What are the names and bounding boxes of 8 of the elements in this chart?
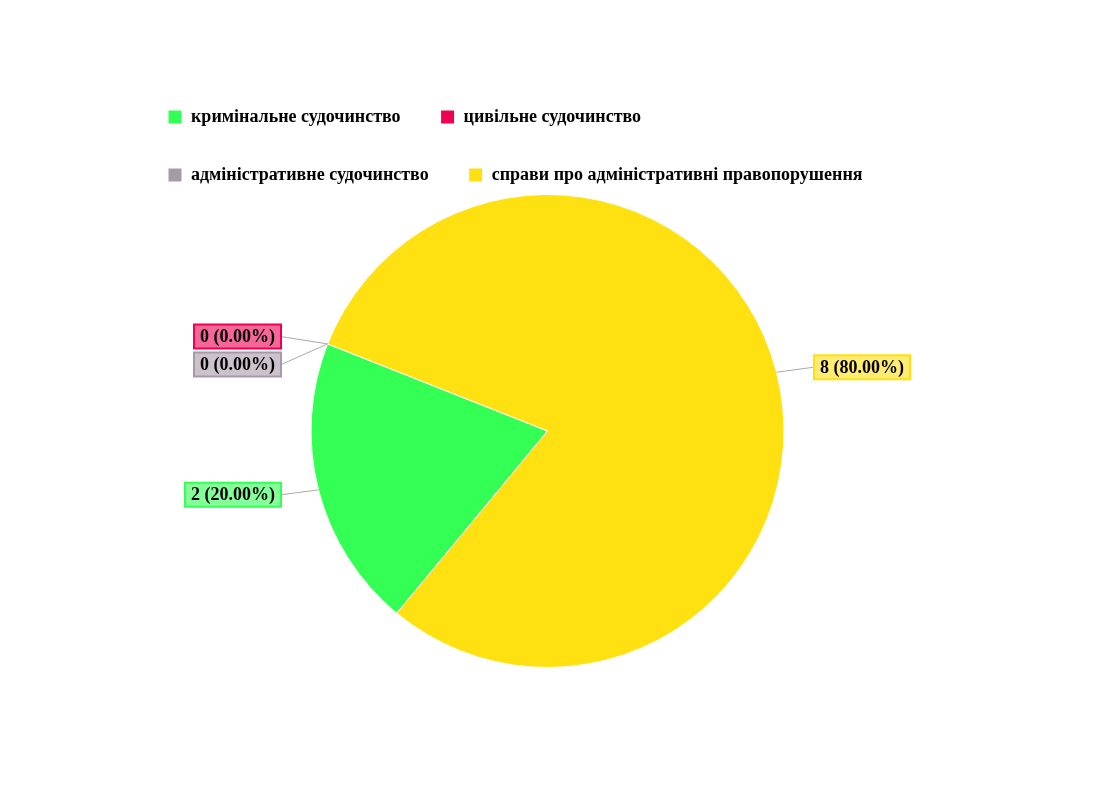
legend-label: справи про адміністративні правопорушення xyxy=(491,163,863,184)
legend-label: кримінальне судочинство xyxy=(191,105,401,126)
text: 0 (0.00%) xyxy=(200,354,276,375)
data-label: 2 (20.00%) xyxy=(191,484,276,506)
data-label: 8 (80.00%) xyxy=(820,356,904,378)
legend-label: адміністративне судочинство xyxy=(191,163,429,184)
text: 0 (0.00%) xyxy=(200,326,276,347)
legend-label: цивільне судочинство xyxy=(463,105,642,126)
